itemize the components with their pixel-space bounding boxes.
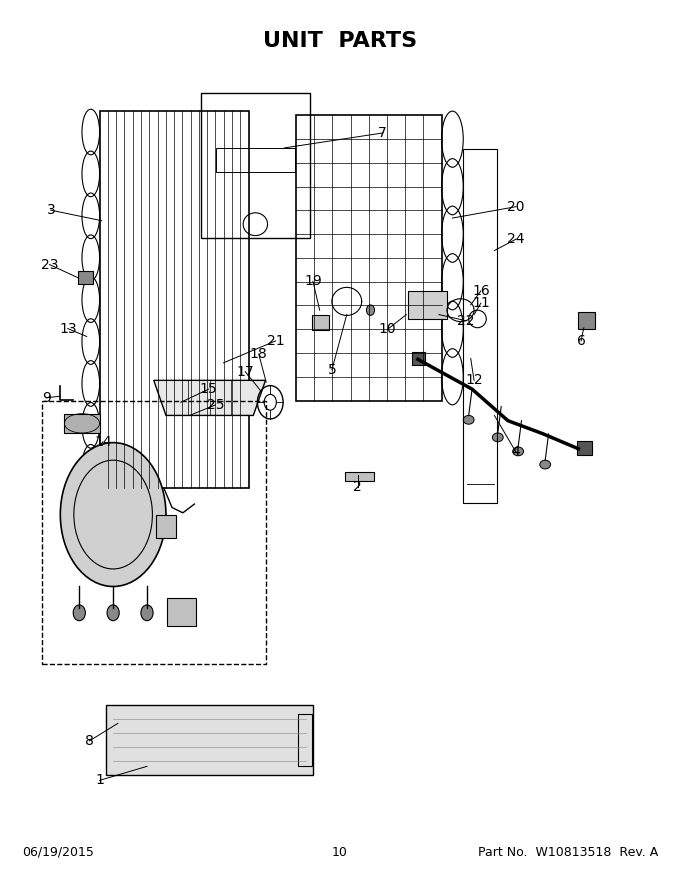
Bar: [99, 111, 249, 488]
Polygon shape: [65, 414, 99, 433]
Bar: [412, 352, 425, 365]
Text: 7: 7: [378, 126, 387, 140]
Text: 19: 19: [304, 275, 322, 289]
Text: 6: 6: [577, 334, 585, 348]
Bar: [201, 93, 309, 238]
Ellipse shape: [513, 447, 524, 456]
Text: 17: 17: [237, 364, 254, 378]
Bar: [298, 714, 311, 766]
Bar: [408, 291, 447, 319]
Text: 8: 8: [85, 734, 94, 748]
Ellipse shape: [463, 415, 474, 424]
Bar: [579, 312, 594, 329]
Text: 10: 10: [332, 846, 348, 859]
Ellipse shape: [540, 460, 551, 469]
Bar: [577, 441, 592, 455]
Text: 2: 2: [353, 480, 362, 495]
Bar: [167, 598, 196, 626]
Text: 15: 15: [200, 382, 218, 396]
Bar: [296, 115, 441, 400]
Text: Part No.  W10813518  Rev. A: Part No. W10813518 Rev. A: [478, 846, 658, 859]
Text: 14: 14: [94, 435, 112, 449]
Text: 23: 23: [41, 258, 58, 272]
Text: 10: 10: [379, 322, 396, 336]
Polygon shape: [154, 380, 265, 415]
Text: 1: 1: [95, 774, 104, 788]
Text: 4: 4: [512, 445, 520, 459]
Text: 5: 5: [328, 363, 336, 377]
Text: 06/19/2015: 06/19/2015: [22, 846, 94, 859]
Bar: [311, 314, 329, 330]
Ellipse shape: [141, 605, 153, 620]
Text: 22: 22: [457, 313, 475, 327]
Text: 11: 11: [472, 297, 490, 310]
Text: 18: 18: [250, 347, 268, 361]
Text: 9: 9: [41, 391, 50, 405]
Text: 21: 21: [267, 334, 284, 348]
Bar: [78, 271, 92, 284]
Ellipse shape: [107, 605, 119, 620]
Bar: [463, 149, 497, 503]
Text: 20: 20: [507, 200, 525, 214]
Ellipse shape: [61, 443, 166, 586]
Ellipse shape: [492, 433, 503, 442]
Bar: [216, 148, 294, 172]
Text: 13: 13: [59, 321, 77, 335]
Bar: [345, 472, 374, 481]
Text: 25: 25: [207, 398, 224, 412]
Text: UNIT  PARTS: UNIT PARTS: [263, 31, 417, 51]
Bar: [42, 400, 265, 664]
Ellipse shape: [73, 605, 86, 620]
Bar: [156, 516, 176, 539]
Text: 12: 12: [465, 373, 483, 387]
Bar: [106, 705, 313, 775]
Ellipse shape: [367, 304, 375, 315]
Text: 24: 24: [507, 232, 525, 246]
Text: 3: 3: [46, 203, 55, 217]
Text: 16: 16: [472, 284, 490, 297]
